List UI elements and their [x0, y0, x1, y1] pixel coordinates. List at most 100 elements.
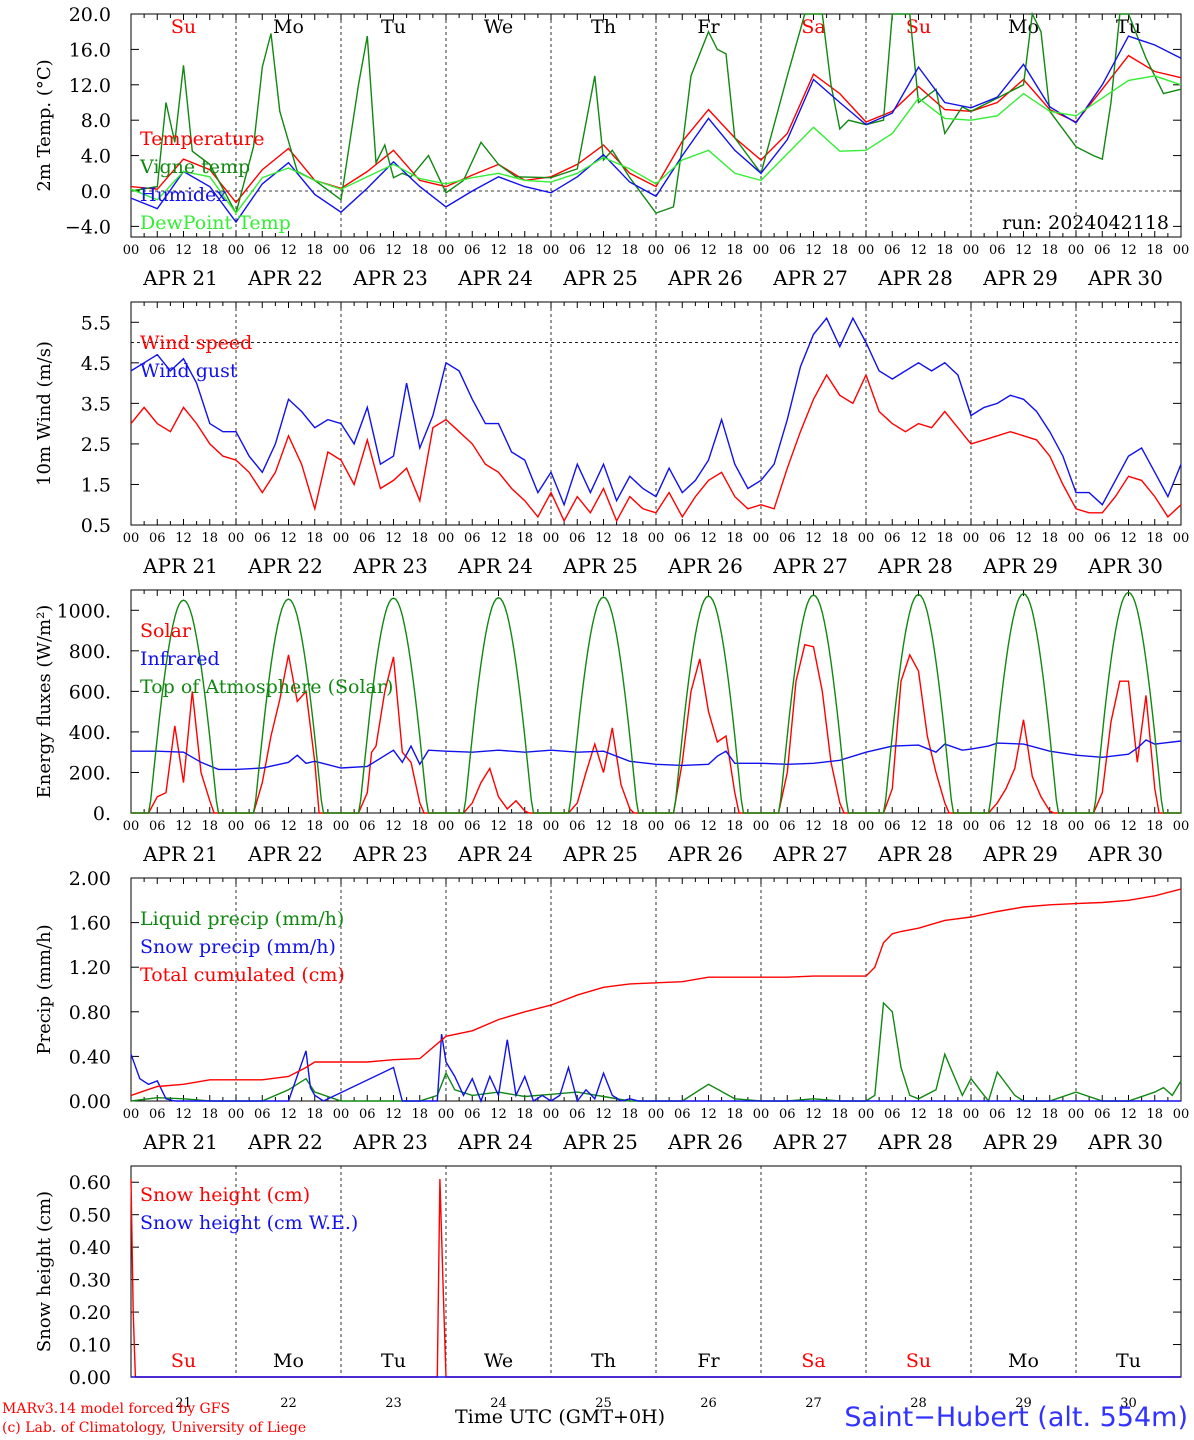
- x-hour-label: 12: [1015, 819, 1032, 834]
- x-date-label: APR 26: [667, 1130, 743, 1154]
- x-hour-label: 00: [333, 243, 350, 258]
- x-hour-label: 00: [1068, 1107, 1085, 1122]
- x-hour-label: 18: [621, 819, 638, 834]
- x-hour-label: 00: [753, 1107, 770, 1122]
- x-hour-label: 12: [1015, 1107, 1032, 1122]
- y-tick-label: 0.50: [69, 1205, 111, 1227]
- day-name-label: Mo: [273, 16, 304, 38]
- y-tick-label: 4.5: [81, 353, 111, 375]
- x-hour-label: 18: [936, 819, 953, 834]
- y-tick-label: 200.: [69, 762, 111, 784]
- x-hour-label: 00: [123, 1107, 140, 1122]
- x-hour-label: 00: [648, 243, 665, 258]
- x-hour-label: 12: [280, 243, 297, 258]
- x-hour-label: 12: [490, 243, 507, 258]
- x-hour-label: 06: [464, 819, 481, 834]
- x-hour-label: 18: [1041, 819, 1058, 834]
- series-line-humidex: [130, 35, 1182, 224]
- x-hour-label: 12: [280, 819, 297, 834]
- series-line-wind-gust: [130, 316, 1182, 507]
- x-hour-label: 12: [385, 819, 402, 834]
- x-hour-label: 06: [1094, 1107, 1111, 1122]
- x-hour-label: 12: [595, 243, 612, 258]
- x-hour-label: 06: [569, 819, 586, 834]
- x-hour-label: 18: [201, 1107, 218, 1122]
- legend-entry: Total cumulated (cm): [140, 964, 345, 986]
- x-hour-label: 12: [910, 819, 927, 834]
- x-date-label: APR 30: [1087, 842, 1163, 866]
- x-hour-label: 06: [779, 531, 796, 546]
- x-hour-label: 12: [805, 1107, 822, 1122]
- x-date-label: APR 22: [247, 554, 323, 578]
- y-tick-label: 4.0: [81, 146, 111, 168]
- x-hour-label: 06: [149, 819, 166, 834]
- x-date-label: APR 22: [247, 266, 323, 290]
- x-hour-label: 06: [989, 243, 1006, 258]
- x-hour-label: 12: [595, 819, 612, 834]
- x-hour-label: 06: [149, 243, 166, 258]
- legend-entry: Infrared: [140, 648, 220, 670]
- y-tick-label: 0.20: [69, 1302, 111, 1324]
- y-axis-label: 10m Wind (m/s): [34, 341, 55, 486]
- x-hour-label: 00: [333, 531, 350, 546]
- x-hour-label: 18: [516, 819, 533, 834]
- y-tick-label: 0.40: [69, 1046, 111, 1068]
- x-date-label: APR 23: [352, 266, 428, 290]
- x-date-label: APR 26: [667, 842, 743, 866]
- x-hour-label: 18: [306, 531, 323, 546]
- y-tick-label: 12.0: [69, 75, 111, 97]
- x-hour-label: 06: [674, 531, 691, 546]
- x-date-label: APR 26: [667, 266, 743, 290]
- model-credit: MARv3.14 model forced by GFS: [2, 1401, 231, 1417]
- day-name-label: Su: [906, 1350, 931, 1372]
- day-name-label: Mo: [1008, 1350, 1039, 1372]
- x-hour-label: 12: [595, 1107, 612, 1122]
- x-hour-label: 12: [175, 819, 192, 834]
- day-name-label: We: [484, 16, 513, 38]
- x-date-label: APR 24: [457, 842, 533, 866]
- x-hour-label: 06: [464, 243, 481, 258]
- x-hour-label: 00: [753, 531, 770, 546]
- x-hour-label: 12: [700, 531, 717, 546]
- x-day-number: 27: [805, 1396, 822, 1411]
- y-axis-label: Snow height (cm): [34, 1191, 55, 1352]
- x-hour-label: 12: [700, 1107, 717, 1122]
- y-tick-label: 0.00: [69, 1091, 111, 1113]
- x-hour-label: 00: [963, 531, 980, 546]
- x-date-label: APR 22: [247, 842, 323, 866]
- x-date-label: APR 25: [562, 842, 638, 866]
- y-tick-label: 1.5: [81, 474, 111, 496]
- x-hour-label: 12: [1120, 819, 1137, 834]
- x-date-label: APR 30: [1087, 554, 1163, 578]
- legend-entry: Solar: [140, 620, 192, 642]
- x-hour-label: 06: [989, 531, 1006, 546]
- x-hour-label: 06: [254, 243, 271, 258]
- x-date-label: APR 23: [352, 554, 428, 578]
- legend-entry: DewPoint Temp: [140, 212, 291, 234]
- x-hour-label: 12: [280, 1107, 297, 1122]
- panel-frame: [130, 589, 1182, 814]
- x-hour-label: 00: [1068, 819, 1085, 834]
- x-hour-label: 18: [936, 243, 953, 258]
- day-name-label: Sa: [801, 1350, 825, 1372]
- day-name-label: Fr: [697, 1350, 720, 1372]
- lab-credit: (c) Lab. of Climatology, University of L…: [2, 1420, 307, 1436]
- y-tick-label: 2.5: [81, 434, 111, 456]
- x-hour-label: 06: [254, 1107, 271, 1122]
- x-hour-label: 12: [595, 531, 612, 546]
- x-hour-label: 00: [228, 531, 245, 546]
- day-name-label: Tu: [381, 1350, 406, 1372]
- x-day-number: 23: [385, 1396, 402, 1411]
- x-hour-label: 18: [306, 819, 323, 834]
- x-hour-label: 00: [858, 819, 875, 834]
- x-hour-label: 00: [858, 1107, 875, 1122]
- x-hour-label: 06: [569, 243, 586, 258]
- x-hour-label: 06: [674, 819, 691, 834]
- day-name-label: Th: [591, 1350, 616, 1372]
- day-name-label: Tu: [381, 16, 406, 38]
- x-hour-label: 12: [385, 243, 402, 258]
- x-hour-label: 00: [543, 531, 560, 546]
- panel-frame: [130, 13, 1182, 238]
- legend-entry: Humidex: [140, 184, 227, 206]
- x-hour-label: 06: [1094, 819, 1111, 834]
